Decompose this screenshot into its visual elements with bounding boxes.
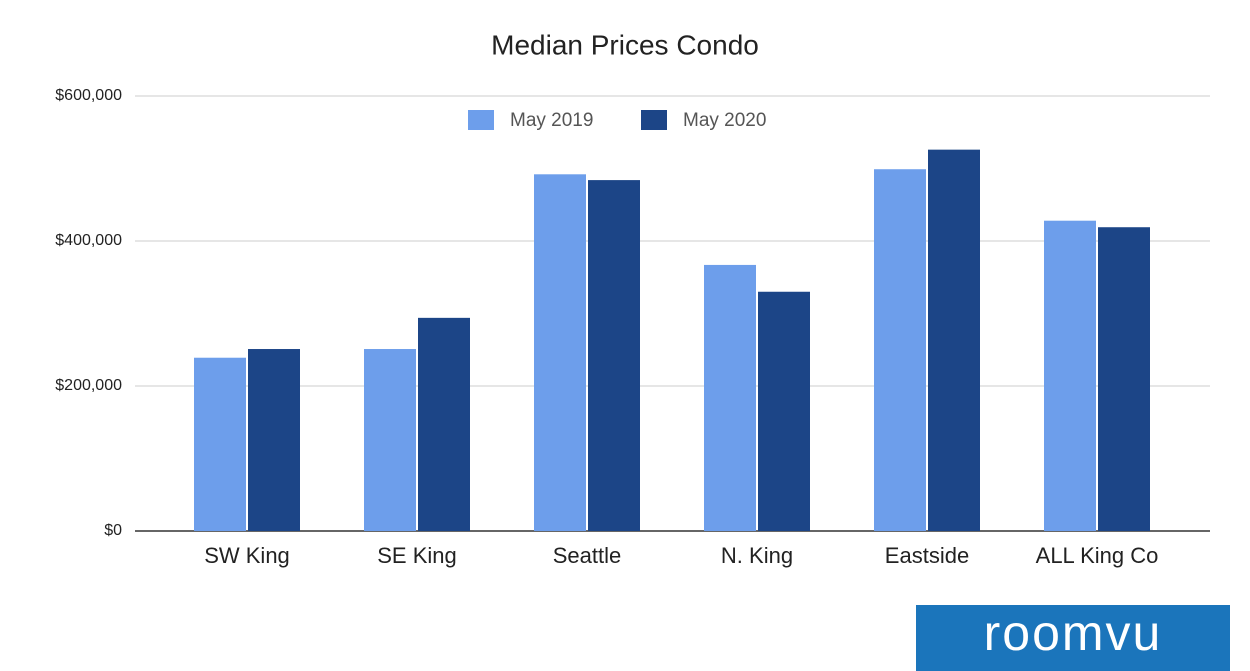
bar [418,317,470,531]
legend-label: May 2019 [510,110,593,131]
legend-swatch [641,110,667,130]
chart-title: Median Prices Condo [491,29,759,60]
bar [588,180,640,531]
bar [364,349,416,531]
legend-swatch [468,110,494,130]
y-tick-label: $200,000 [55,377,122,394]
logo: roomvu [984,605,1163,661]
bar [194,357,246,531]
y-tick-label: $600,000 [55,87,122,104]
x-tick-label: Seattle [553,543,622,568]
legend-label: May 2020 [683,110,766,131]
x-tick-label: N. King [721,543,793,568]
x-tick-label: SW King [204,543,290,568]
bar [704,264,756,531]
bar [248,349,300,531]
bar [1044,220,1096,531]
bar [928,149,980,531]
y-tick-label: $0 [104,522,122,539]
bar [534,174,586,532]
bar [1098,227,1150,531]
x-tick-label: Eastside [885,543,969,568]
y-tick-label: $400,000 [55,232,122,249]
bar [758,291,810,531]
bar [874,169,926,531]
x-tick-label: SE King [377,543,457,568]
x-tick-label: ALL King Co [1036,543,1159,568]
logo-box [916,605,1230,671]
